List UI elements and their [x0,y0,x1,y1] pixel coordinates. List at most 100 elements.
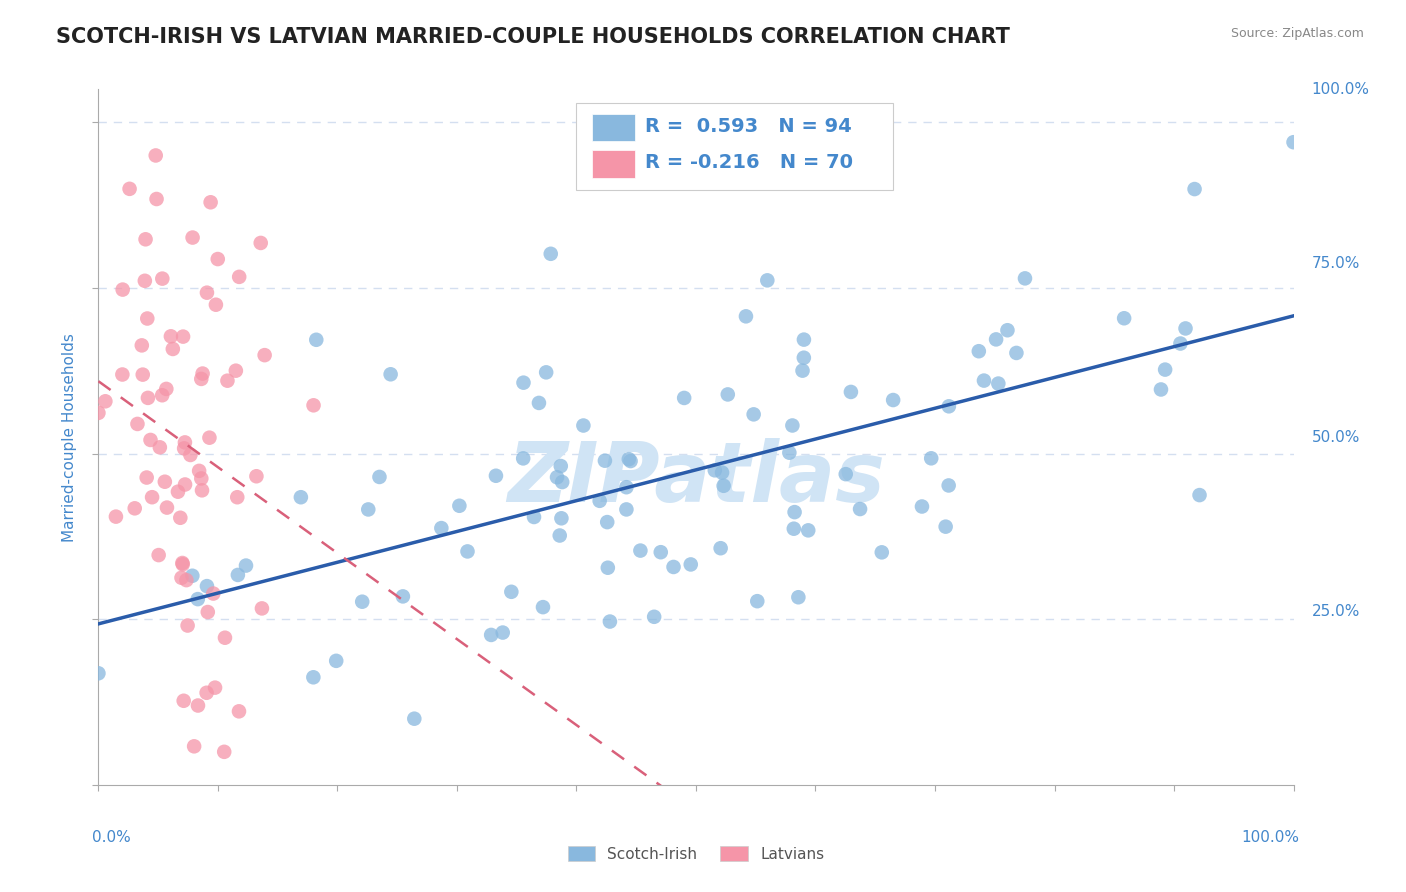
Point [643,609,665,624]
Text: R = -0.216   N = 70: R = -0.216 N = 70 [644,153,852,172]
Point [711,466,734,480]
Point [173,442,195,456]
Point [195,579,218,593]
Point [616,502,638,516]
Point [160,329,183,343]
Point [596,515,619,529]
Point [717,387,740,401]
Point [228,704,250,718]
Point [380,368,402,382]
Legend: Scotch-Irish, Latvians: Scotch-Irish, Latvians [561,839,831,868]
Point [155,382,177,396]
Point [548,528,571,542]
Point [596,560,619,574]
Point [839,384,862,399]
Point [512,451,534,466]
Point [756,273,779,287]
Point [778,446,800,460]
Text: 0.0%: 0.0% [93,830,131,846]
Point [593,453,616,467]
Point [253,348,276,362]
Point [249,235,271,250]
Point [94,394,117,409]
Point [181,568,204,582]
Point [783,522,806,536]
Point [1170,336,1192,351]
Point [191,483,214,498]
Point [188,464,211,478]
Point [162,342,184,356]
Point [572,418,595,433]
Point [967,344,990,359]
Point [187,592,209,607]
Point [302,670,325,684]
Text: R =  0.593   N = 94: R = 0.593 N = 94 [644,117,851,136]
Point [710,541,733,556]
Text: 50.0%: 50.0% [1312,430,1360,444]
Point [793,333,815,347]
Point [179,448,201,462]
Point [172,558,194,572]
Point [984,332,1007,346]
Point [136,391,159,405]
Point [124,501,146,516]
Point [145,192,167,206]
Point [135,232,157,246]
Point [1005,346,1028,360]
Text: 100.0%: 100.0% [1312,82,1369,96]
Point [191,367,214,381]
Point [174,477,197,491]
Point [703,463,725,477]
Point [200,195,222,210]
Point [352,595,374,609]
Point [87,406,110,420]
Point [305,333,328,347]
Point [938,400,960,414]
Text: SCOTCH-IRISH VS LATVIAN MARRIED-COUPLE HOUSEHOLDS CORRELATION CHART: SCOTCH-IRISH VS LATVIAN MARRIED-COUPLE H… [56,27,1010,46]
Text: Source: ZipAtlas.com: Source: ZipAtlas.com [1230,27,1364,40]
Point [148,548,170,562]
Point [713,479,735,493]
Point [650,545,672,559]
Point [787,591,810,605]
Point [195,285,218,300]
Point [190,372,212,386]
Point [145,148,167,162]
Point [214,631,236,645]
Point [150,388,173,402]
Point [187,698,209,713]
Point [935,519,957,533]
Point [679,558,702,572]
Point [783,505,806,519]
Point [673,391,696,405]
Point [523,510,546,524]
Point [617,452,640,467]
Point [1282,135,1305,149]
Point [882,392,904,407]
Point [619,454,641,468]
Point [149,440,172,454]
Point [226,568,249,582]
Point [792,364,814,378]
Text: 25.0%: 25.0% [1312,604,1360,618]
Point [392,590,415,604]
Point [250,601,273,615]
Point [1188,488,1211,502]
Point [797,524,820,538]
Point [589,493,612,508]
Point [190,471,212,485]
Point [527,396,550,410]
Point [782,418,804,433]
Point [449,499,471,513]
Point [245,469,267,483]
Point [118,182,141,196]
Point [139,433,162,447]
Point [150,271,173,285]
Point [87,666,110,681]
Point [132,368,155,382]
Point [501,584,523,599]
Point [170,571,193,585]
Point [512,376,534,390]
Point [1150,383,1173,397]
Point [870,545,893,559]
